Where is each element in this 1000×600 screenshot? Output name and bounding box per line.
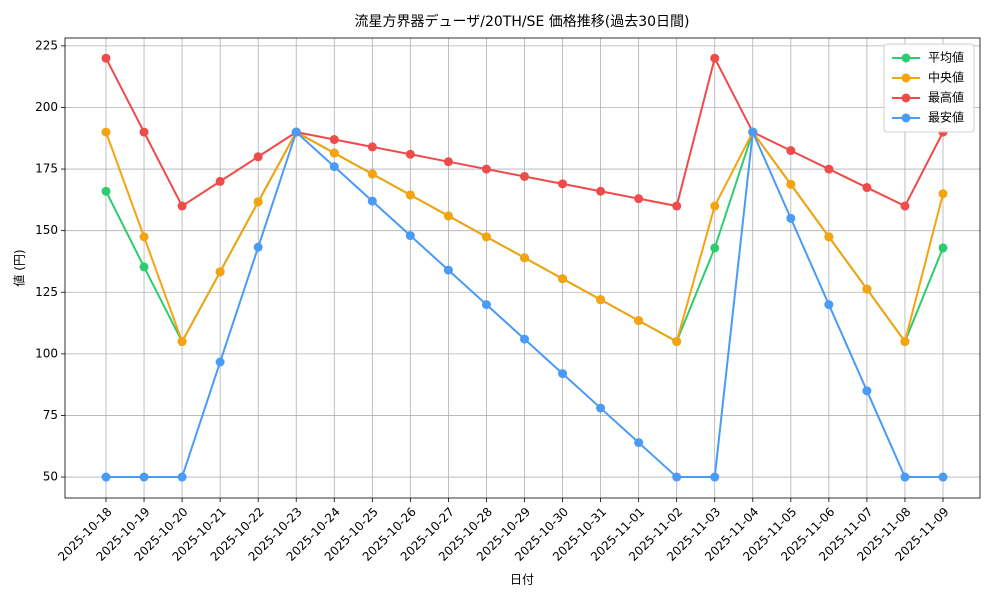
data-point	[215, 267, 225, 277]
legend-label: 中央値	[928, 70, 964, 85]
data-point	[862, 386, 872, 396]
data-point	[443, 211, 453, 221]
data-point	[443, 265, 453, 275]
data-point	[824, 232, 834, 242]
data-point	[329, 135, 339, 145]
data-point	[558, 179, 568, 189]
legend-marker	[901, 73, 911, 83]
data-point	[139, 232, 149, 242]
data-point	[596, 403, 606, 413]
x-axis-label: 日付	[510, 573, 534, 587]
data-point	[139, 262, 149, 272]
data-point	[177, 472, 187, 482]
plot-frame	[64, 37, 981, 499]
data-point	[558, 369, 568, 379]
data-point	[367, 196, 377, 206]
y-tick-label: 50	[43, 470, 58, 484]
data-point	[710, 201, 720, 211]
data-point	[101, 472, 111, 482]
data-point	[824, 300, 834, 310]
data-point	[558, 274, 568, 284]
legend-marker	[901, 93, 911, 103]
data-point	[596, 295, 606, 305]
data-point	[596, 186, 606, 196]
legend-label: 平均値	[928, 50, 964, 65]
data-point	[215, 357, 225, 367]
data-point	[862, 284, 872, 294]
y-tick-label: 200	[35, 100, 58, 114]
data-point	[710, 472, 720, 482]
data-point	[824, 164, 834, 174]
y-tick-label: 100	[35, 346, 58, 360]
data-point	[101, 127, 111, 137]
data-point	[520, 171, 529, 181]
data-point	[938, 243, 948, 253]
legend-label: 最高値	[928, 90, 964, 105]
data-point	[215, 176, 225, 186]
data-point	[748, 127, 758, 137]
data-point	[786, 179, 796, 189]
data-point	[710, 53, 720, 63]
data-point	[900, 472, 910, 482]
y-tick-label: 75	[43, 408, 58, 422]
data-point	[329, 148, 339, 158]
data-point	[329, 162, 339, 172]
data-point	[672, 337, 682, 347]
data-point	[938, 472, 948, 482]
data-point	[900, 201, 910, 211]
legend-box	[883, 43, 975, 133]
data-point	[786, 213, 796, 223]
legend-marker	[901, 53, 911, 63]
data-point	[710, 243, 720, 253]
data-point	[481, 300, 491, 310]
data-point	[367, 142, 377, 152]
data-point	[101, 186, 111, 196]
legend-marker	[901, 113, 911, 123]
data-point	[405, 231, 415, 241]
y-axis-label: 値 (円)	[12, 249, 27, 286]
y-tick-label: 225	[35, 38, 58, 52]
data-point	[139, 127, 149, 137]
data-point	[177, 201, 187, 211]
data-point	[253, 197, 263, 207]
data-point	[900, 337, 910, 347]
data-point	[634, 194, 644, 204]
y-tick-label: 125	[35, 285, 58, 299]
data-point	[291, 127, 301, 137]
data-point	[177, 337, 187, 347]
data-point	[672, 201, 682, 211]
data-point	[101, 53, 111, 63]
y-tick-label: 175	[35, 162, 58, 176]
data-point	[634, 438, 644, 448]
chart-title: 流星方界器デューザ/20TH/SE 価格推移(過去30日間)	[355, 13, 690, 30]
data-point	[938, 189, 948, 199]
data-point	[634, 316, 644, 326]
y-tick-label: 150	[35, 223, 58, 237]
data-point	[405, 149, 415, 159]
data-point	[481, 164, 491, 174]
data-point	[520, 334, 529, 344]
data-point	[253, 152, 263, 162]
data-point	[862, 183, 872, 193]
legend-label: 最安値	[928, 110, 964, 125]
data-point	[367, 169, 377, 179]
data-point	[672, 472, 682, 482]
data-point	[481, 232, 491, 242]
data-point	[253, 242, 263, 252]
data-point	[443, 157, 453, 167]
data-point	[405, 190, 415, 200]
data-point	[520, 253, 529, 263]
data-point	[786, 146, 796, 156]
data-point	[139, 472, 149, 482]
